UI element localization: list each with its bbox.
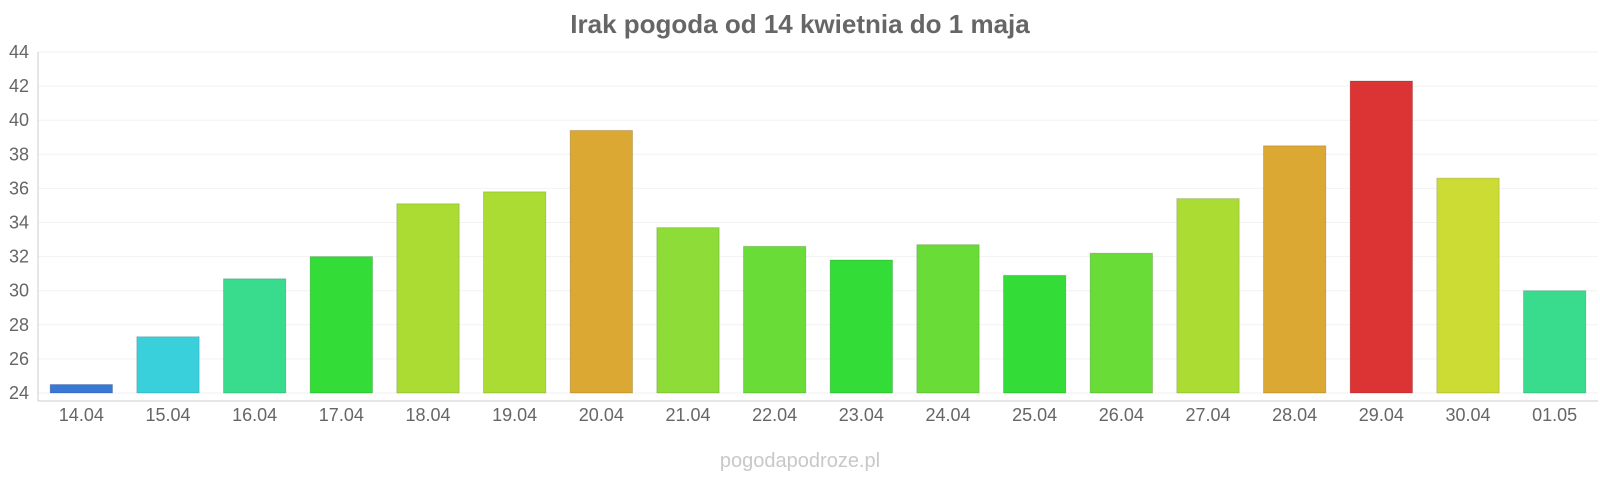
bar-24.04 [916, 244, 980, 394]
y-tick-label: 26 [9, 349, 29, 369]
x-tick-label: 14.04 [59, 405, 104, 425]
bar-30.04 [1436, 177, 1500, 394]
bar-01.05 [1522, 290, 1587, 394]
grid-lines [38, 51, 1598, 394]
x-tick-label: 30.04 [1445, 405, 1490, 425]
x-tick-label: 29.04 [1359, 405, 1404, 425]
x-tick-label: 23.04 [839, 405, 884, 425]
source-label: pogodapodroze.pl [720, 450, 880, 472]
bar-14.04 [49, 383, 114, 394]
x-tick-label: 22.04 [752, 405, 797, 425]
axes [37, 52, 1598, 402]
x-tick-labels: 14.04 15.04 16.04 17.04 18.04 19.04 20.04 21.04… [59, 405, 1577, 425]
y-tick-label: 40 [9, 110, 29, 130]
x-tick-label: 01.05 [1532, 405, 1577, 425]
bars [49, 80, 1587, 394]
y-tick-label: 32 [9, 247, 29, 267]
x-tick-label: 18.04 [405, 405, 450, 425]
bar-16.04 [222, 278, 287, 394]
x-tick-label: 27.04 [1185, 405, 1230, 425]
bar-21.04 [656, 227, 720, 394]
bar-28.04 [1262, 145, 1327, 394]
bar-22.04 [742, 245, 807, 394]
x-tick-label: 19.04 [492, 405, 537, 425]
bar-26.04 [1089, 252, 1154, 394]
bar-25.04 [1002, 274, 1067, 394]
y-tick-label: 30 [9, 281, 29, 301]
y-tick-label: 28 [9, 315, 29, 335]
bar-29.04 [1349, 80, 1414, 394]
bar-18.04 [396, 203, 460, 394]
bar-27.04 [1176, 198, 1240, 394]
chart-title: Irak pogoda od 14 kwietnia do 1 maja [570, 9, 1030, 39]
y-tick-label: 36 [9, 178, 29, 198]
y-tick-label: 44 [9, 42, 29, 62]
bar-17.04 [309, 256, 374, 394]
y-tick-label: 24 [9, 383, 29, 403]
x-tick-label: 20.04 [579, 405, 624, 425]
x-tick-label: 16.04 [232, 405, 277, 425]
y-tick-label: 42 [9, 76, 29, 96]
y-tick-label: 34 [9, 213, 29, 233]
x-tick-label: 17.04 [319, 405, 364, 425]
x-tick-label: 28.04 [1272, 405, 1317, 425]
x-tick-label: 21.04 [665, 405, 710, 425]
y-tick-label: 38 [9, 144, 29, 164]
y-tick-labels: 24 26 28 30 32 34 36 38 40 42 44 [9, 42, 29, 403]
bar-15.04 [136, 336, 200, 394]
x-tick-label: 26.04 [1099, 405, 1144, 425]
x-tick-label: 25.04 [1012, 405, 1057, 425]
x-tick-label: 15.04 [145, 405, 190, 425]
bar-19.04 [482, 191, 547, 394]
x-tick-label: 24.04 [925, 405, 970, 425]
bar-20.04 [569, 129, 634, 394]
bar-23.04 [829, 259, 894, 394]
